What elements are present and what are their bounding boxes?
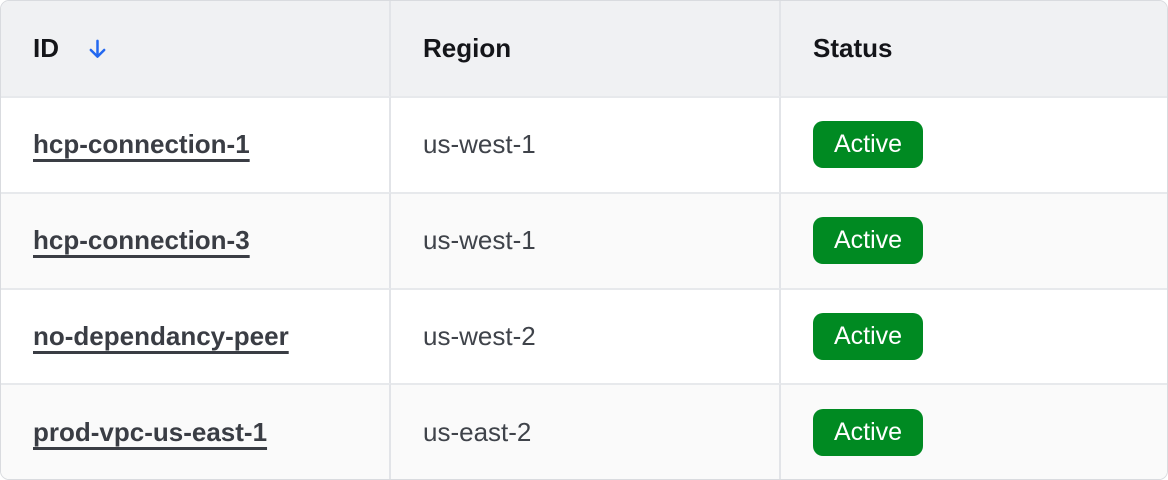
table-row-4-region-cell: us-east-2 xyxy=(391,383,781,479)
column-header-id[interactable]: ID xyxy=(1,1,391,96)
table-row-3-id-cell: no-dependancy-peer xyxy=(1,287,391,384)
table-row-2-status-cell: Active xyxy=(781,191,1167,288)
status-badge: Active xyxy=(813,312,924,360)
table-row-2-id-cell: hcp-connection-3 xyxy=(1,191,391,288)
table-row-3-status-cell: Active xyxy=(781,287,1167,384)
column-header-region: Region xyxy=(391,1,781,96)
table-row-1-status-cell: Active xyxy=(781,96,1167,192)
connection-link[interactable]: hcp-connection-1 xyxy=(33,129,250,160)
table-row-3-region-cell: us-west-2 xyxy=(391,287,781,384)
table-row-4-status-cell: Active xyxy=(781,383,1167,479)
region-value: us-west-1 xyxy=(423,129,536,160)
column-header-id-label: ID xyxy=(33,33,59,63)
table-row-1-id-cell: hcp-connection-1 xyxy=(1,96,391,192)
region-value: us-east-2 xyxy=(423,416,532,447)
table-row-1-region-cell: us-west-1 xyxy=(391,96,781,192)
connection-link[interactable]: prod-vpc-us-east-1 xyxy=(33,416,268,447)
column-header-status: Status xyxy=(781,1,1167,96)
table-row-4-id-cell: prod-vpc-us-east-1 xyxy=(1,383,391,479)
status-badge: Active xyxy=(813,121,924,169)
region-value: us-west-1 xyxy=(423,225,536,256)
region-value: us-west-2 xyxy=(423,320,536,351)
connection-link[interactable]: no-dependancy-peer xyxy=(33,320,289,351)
column-header-region-label: Region xyxy=(423,33,512,63)
status-badge: Active xyxy=(813,408,924,456)
table-row-2-region-cell: us-west-1 xyxy=(391,191,781,288)
sort-descending-arrow-down-icon xyxy=(89,39,106,58)
column-header-status-label: Status xyxy=(813,33,893,63)
status-badge: Active xyxy=(813,217,924,265)
connection-link[interactable]: hcp-connection-3 xyxy=(33,225,250,256)
